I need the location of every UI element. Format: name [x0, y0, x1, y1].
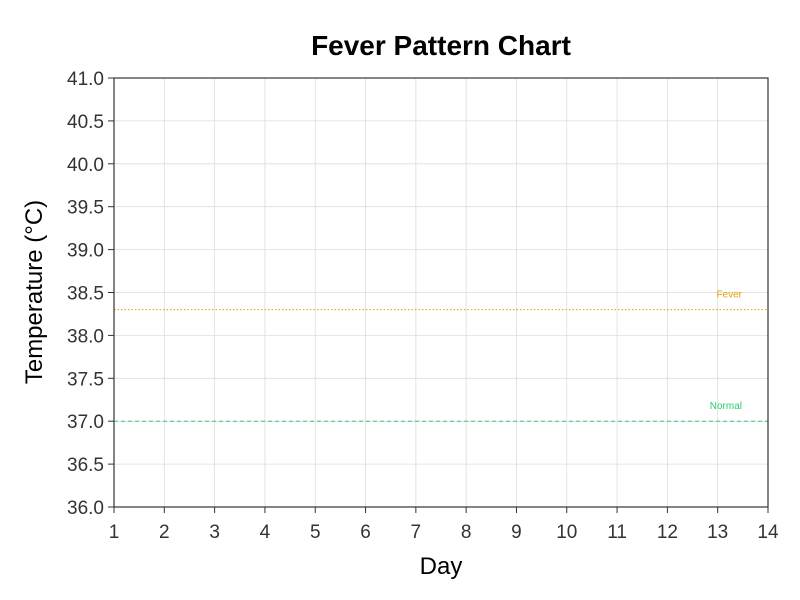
x-tick-label: 3 [209, 522, 220, 543]
y-tick-label: 37.0 [67, 412, 104, 433]
y-axis: 36.0 36.5 37.0 37.5 38.0 38.5 39.0 39.5 40.0 40.5… [67, 69, 114, 519]
x-tick-label: 2 [159, 522, 170, 543]
y-tick-label: 40.5 [67, 112, 104, 133]
x-tick-label: 12 [657, 522, 678, 543]
x-tick-label: 6 [360, 522, 371, 543]
y-axis-label: Temperature (°C) [21, 200, 48, 384]
x-tick-label: 8 [461, 522, 472, 543]
x-tick-label: 7 [411, 522, 422, 543]
chart-title: Fever Pattern Chart [311, 30, 571, 61]
x-tick-label: 1 [109, 522, 120, 543]
y-tick-label: 37.5 [67, 369, 104, 390]
y-tick-label: 36.5 [67, 455, 104, 476]
x-tick-label: 10 [556, 522, 577, 543]
y-tick-label: 36.0 [67, 498, 104, 519]
y-tick-label: 39.5 [67, 198, 104, 219]
y-tick-label: 41.0 [67, 69, 104, 90]
x-axis: 1 2 3 4 5 6 7 8 9 10 11 12 13 14 [109, 507, 779, 543]
x-tick-label: 14 [757, 522, 779, 543]
y-tick-label: 39.0 [67, 241, 104, 262]
x-tick-label: 4 [260, 522, 271, 543]
grid-lines [113, 77, 769, 508]
reference-label-fever: Fever [716, 290, 742, 301]
x-tick-label: 9 [511, 522, 522, 543]
reference-label-normal: Normal [710, 401, 742, 412]
x-tick-label: 13 [707, 522, 728, 543]
y-tick-label: 38.0 [67, 326, 104, 347]
reference-lines: Fever Normal [114, 290, 768, 422]
y-tick-label: 38.5 [67, 284, 104, 305]
x-axis-label: Day [420, 553, 463, 580]
y-tick-label: 40.0 [67, 155, 104, 176]
x-tick-label: 11 [607, 522, 627, 543]
x-tick-label: 5 [310, 522, 321, 543]
